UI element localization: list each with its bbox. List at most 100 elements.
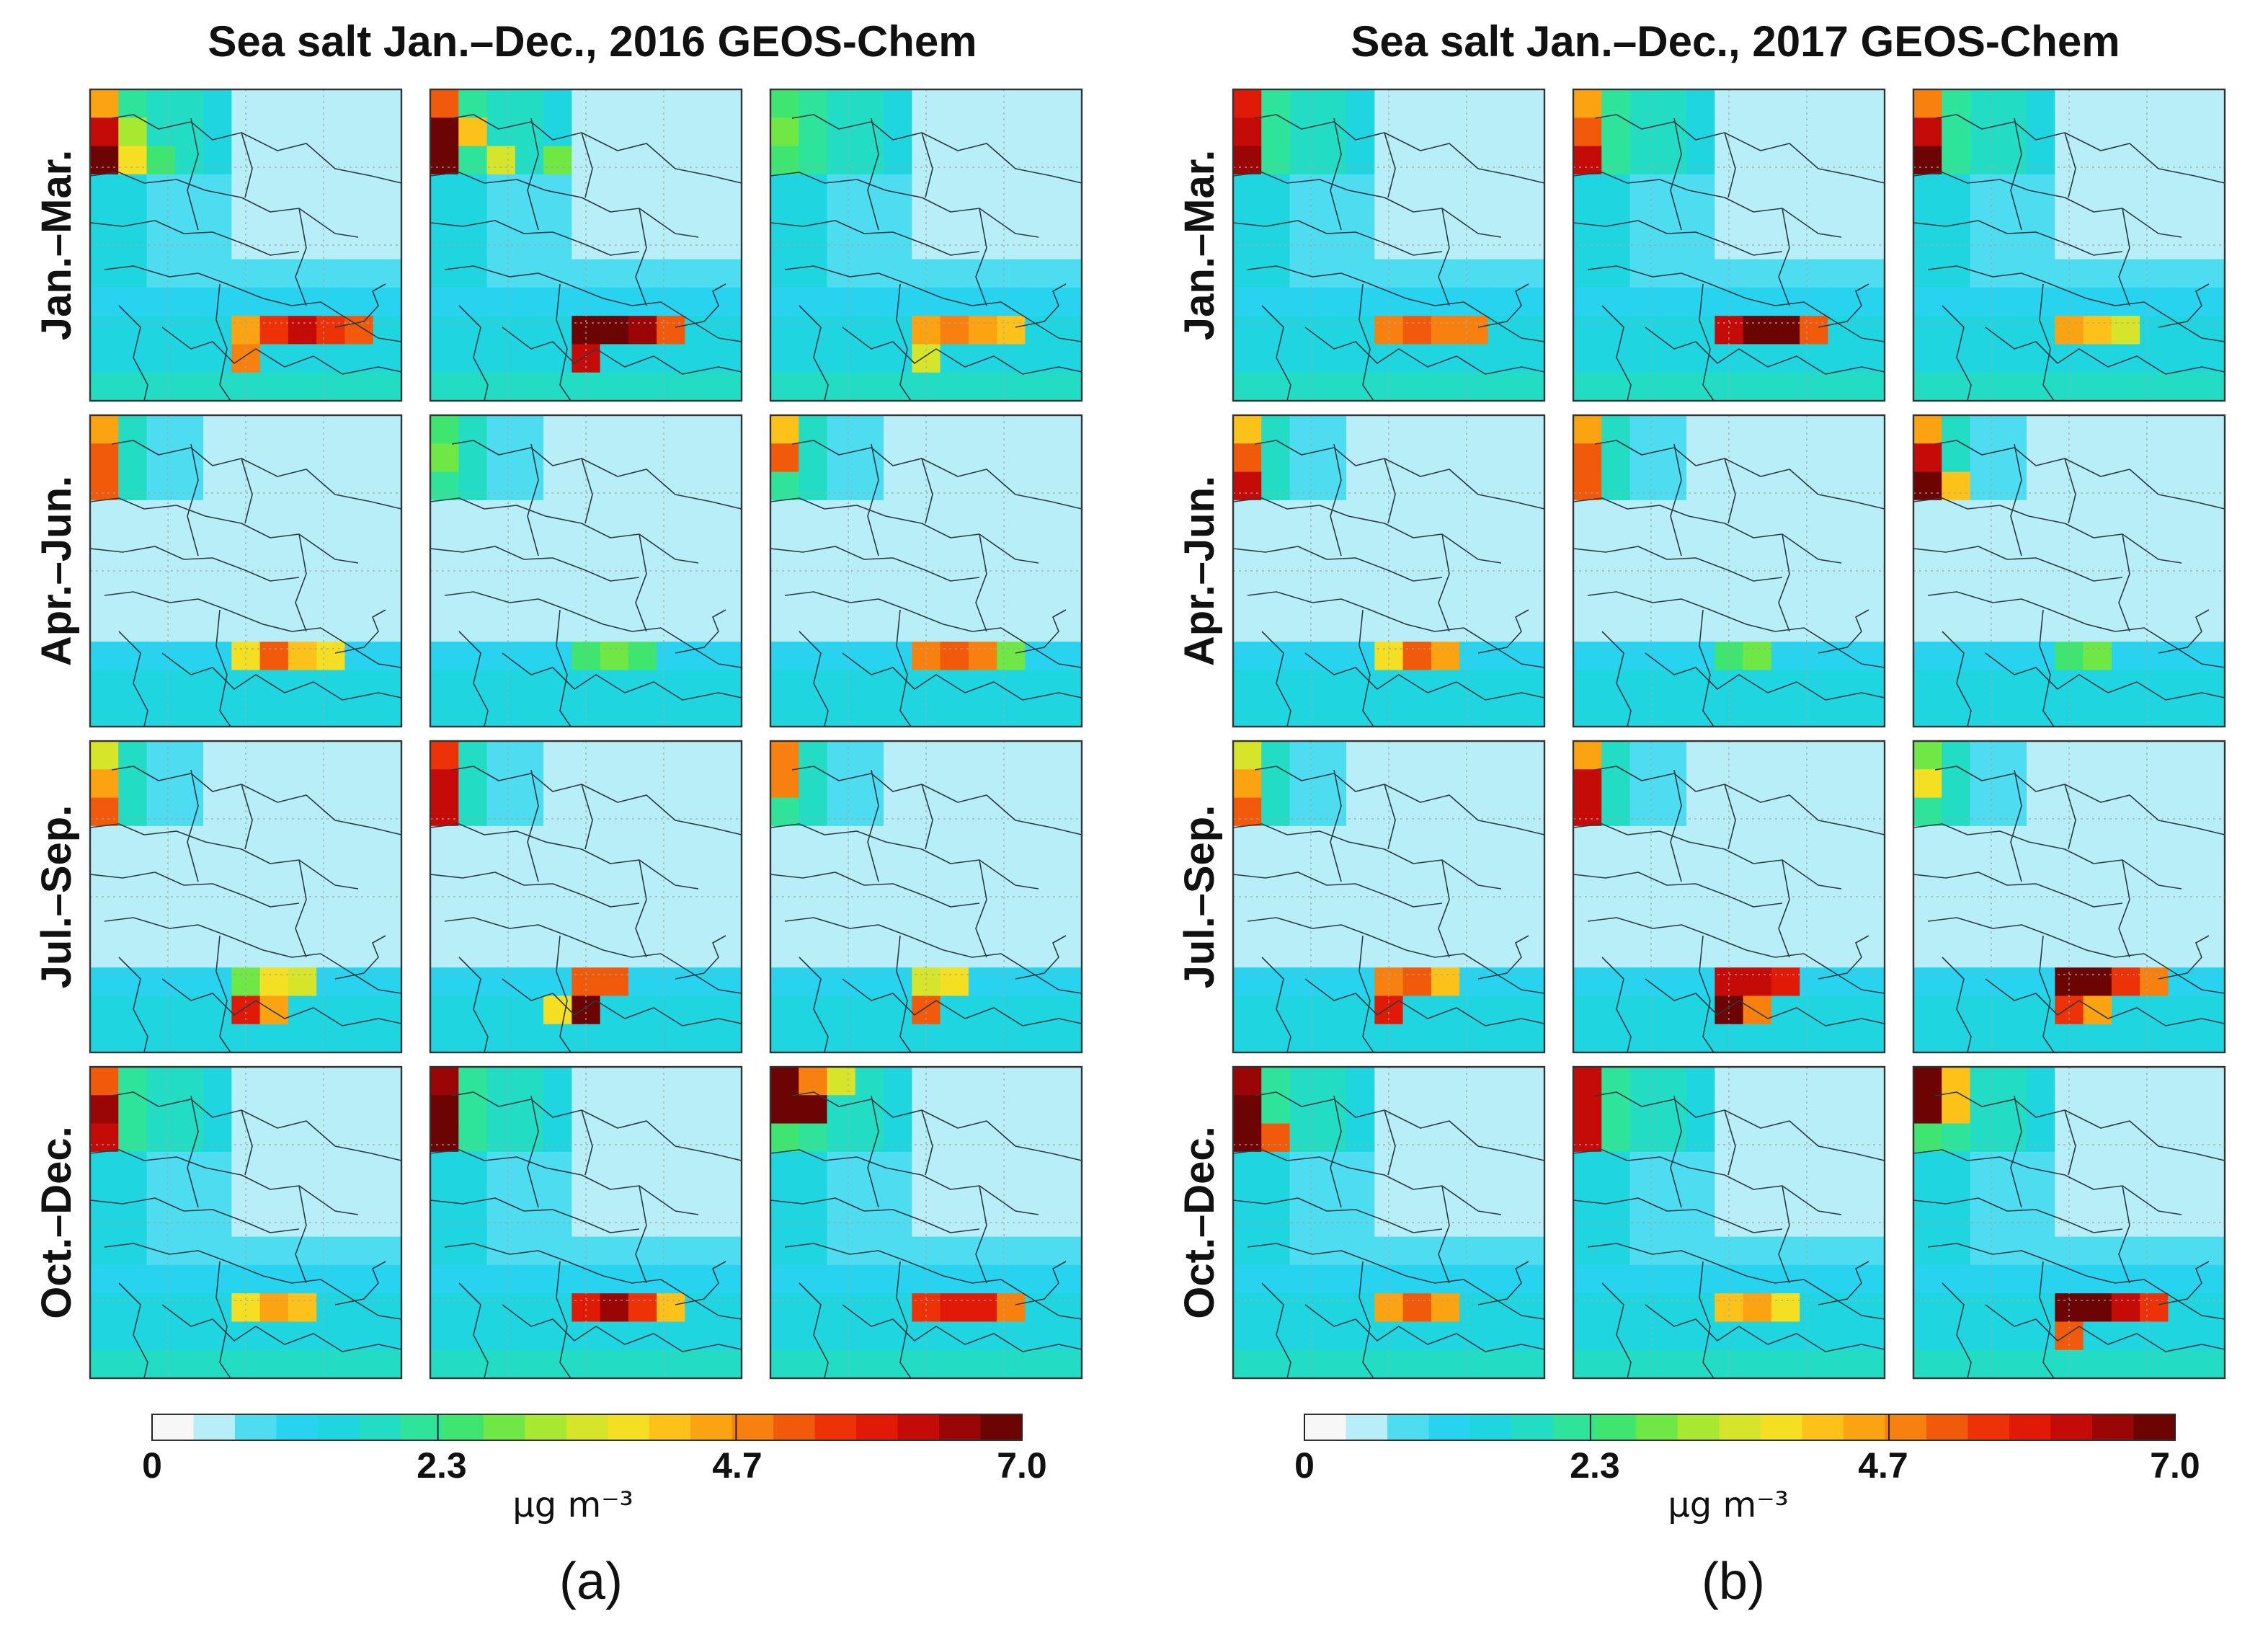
map-cell bbox=[1629, 1123, 1659, 1153]
map-cell bbox=[259, 939, 289, 968]
map-cell bbox=[486, 174, 516, 203]
map-cell bbox=[884, 174, 912, 203]
map-cell bbox=[799, 995, 828, 1025]
map-cell bbox=[486, 797, 516, 827]
map-cell bbox=[1970, 1321, 1999, 1351]
row-label-b-3: Jul.–Sep. bbox=[1176, 805, 1223, 989]
map-cell bbox=[1317, 854, 1347, 883]
map-cell bbox=[1743, 117, 1772, 147]
map-cell bbox=[1487, 741, 1517, 770]
map-hotspot-cell bbox=[940, 316, 969, 345]
map-cell bbox=[203, 89, 232, 118]
map-cell bbox=[174, 146, 204, 175]
map-cell bbox=[1913, 203, 1942, 231]
map-cell bbox=[1601, 372, 1631, 402]
map-cell bbox=[2168, 372, 2197, 402]
map-cell bbox=[1261, 471, 1291, 501]
map-cell bbox=[1856, 670, 1885, 699]
map-cell bbox=[1317, 1180, 1347, 1209]
map-cell bbox=[1601, 471, 1631, 501]
map-cell bbox=[1601, 287, 1631, 316]
country-border bbox=[921, 132, 933, 198]
map-cell bbox=[1771, 910, 1800, 940]
map-hotspot-cell bbox=[2083, 967, 2112, 997]
map-cell bbox=[1743, 344, 1772, 373]
map-cell bbox=[515, 698, 544, 727]
map-cell bbox=[1913, 670, 1942, 699]
map-cell bbox=[2196, 203, 2225, 231]
map-cell bbox=[1025, 344, 1054, 373]
map-cell bbox=[997, 797, 1026, 827]
map-cell bbox=[2027, 316, 2055, 345]
map-cell bbox=[1942, 259, 1971, 288]
map-hotspot-cell bbox=[968, 1293, 997, 1323]
map-cell bbox=[713, 1024, 742, 1053]
map-cell bbox=[1771, 287, 1800, 316]
map-cell bbox=[1573, 528, 1602, 557]
map-cell bbox=[316, 910, 346, 940]
map-cell bbox=[486, 528, 516, 557]
country-border bbox=[1232, 497, 1502, 564]
map-cell bbox=[1998, 1321, 2027, 1351]
map-cell bbox=[1856, 372, 1885, 402]
map-cell bbox=[1856, 415, 1885, 444]
map-cell bbox=[940, 910, 969, 940]
map-cell bbox=[1346, 415, 1375, 444]
map-cell bbox=[486, 1264, 516, 1294]
map-cell bbox=[1913, 995, 1942, 1025]
map-cell bbox=[2196, 939, 2225, 968]
map-cell bbox=[1942, 854, 1971, 883]
map-cell bbox=[1459, 1123, 1489, 1153]
map-cell bbox=[259, 769, 289, 799]
map-cell bbox=[1431, 1321, 1460, 1351]
map-cell bbox=[1942, 1024, 1971, 1053]
map-cell bbox=[373, 854, 402, 883]
map-cell bbox=[373, 415, 402, 444]
country-border bbox=[241, 1109, 253, 1176]
map-cell bbox=[1346, 500, 1375, 529]
map-cell bbox=[685, 471, 714, 501]
map-cell bbox=[770, 500, 799, 529]
map-2016-5 bbox=[429, 414, 743, 728]
map-cell bbox=[1487, 1180, 1517, 1209]
map-cell bbox=[657, 670, 686, 699]
map-cell bbox=[1346, 1151, 1375, 1181]
country-border bbox=[89, 546, 300, 582]
map-cell bbox=[1629, 287, 1659, 316]
map-cell bbox=[884, 1151, 912, 1181]
map-cell bbox=[2083, 117, 2112, 147]
map-cell bbox=[1686, 585, 1715, 614]
country-border bbox=[295, 1185, 307, 1284]
maps-2016 bbox=[89, 88, 1083, 1380]
country-border bbox=[2010, 117, 2022, 231]
map-cell bbox=[827, 203, 856, 231]
map-cell bbox=[1487, 287, 1517, 316]
map-cell bbox=[486, 854, 516, 883]
map-cell bbox=[1053, 939, 1082, 968]
map-cell bbox=[1743, 415, 1772, 444]
map-hotspot-cell bbox=[1233, 769, 1262, 799]
map-cell bbox=[685, 939, 714, 968]
map-cell bbox=[2140, 642, 2169, 671]
map-cell bbox=[146, 259, 176, 288]
map-cell bbox=[1487, 415, 1517, 444]
map-cell bbox=[2140, 1024, 2169, 1053]
map-cell bbox=[1261, 203, 1291, 231]
map-cell bbox=[1771, 344, 1800, 373]
map-cell bbox=[1828, 1067, 1857, 1096]
map-cell bbox=[657, 372, 686, 402]
country-border bbox=[1942, 1282, 1972, 1379]
map-cell bbox=[2168, 1067, 2197, 1096]
map-cell bbox=[1658, 287, 1687, 316]
map-cell bbox=[2111, 174, 2140, 203]
map-cell bbox=[1800, 967, 1829, 997]
country-border bbox=[896, 609, 912, 727]
map-cell bbox=[968, 797, 997, 827]
map-cell bbox=[940, 797, 969, 827]
country-border bbox=[1384, 784, 1396, 850]
map-cell bbox=[2196, 443, 2225, 473]
map-cell bbox=[997, 471, 1026, 501]
map-cell bbox=[1025, 825, 1054, 855]
map-hotspot-cell bbox=[1800, 316, 1829, 345]
map-cell bbox=[430, 1236, 459, 1266]
